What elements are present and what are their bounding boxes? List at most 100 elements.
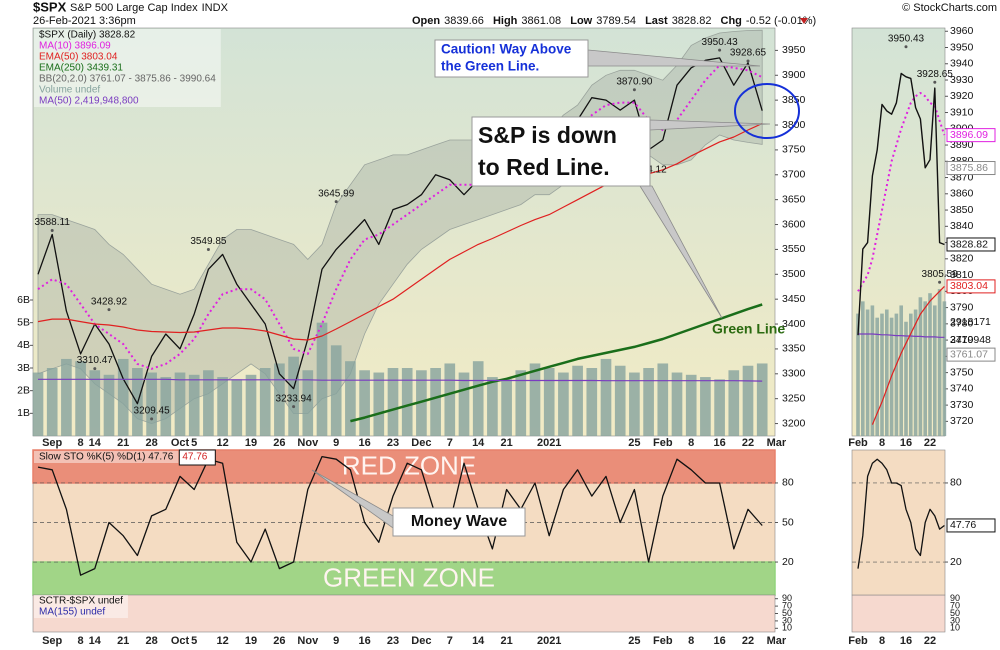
x-tick-label: 2021	[537, 635, 561, 647]
series-line	[857, 72, 945, 336]
volume-bar	[529, 363, 541, 436]
value-tag	[946, 279, 996, 294]
x-tick-label: 12	[216, 437, 228, 449]
y-tick-label: 3550	[782, 243, 806, 255]
point-marker	[933, 80, 937, 84]
legend-background	[34, 451, 179, 463]
volume-bar	[657, 363, 669, 436]
plot-area: 3200 3250 3300 3350 3400 3450 3500 3550 3600 3650…	[17, 25, 996, 647]
y-tick-label: 3200	[782, 417, 806, 429]
y-tick-label: 50	[782, 608, 792, 618]
point-label: 3928.65	[917, 69, 954, 80]
series-line	[871, 285, 945, 425]
date: 26-Feb-2021 3:36pm	[33, 15, 136, 27]
y-tick-label: 3850	[950, 204, 974, 216]
quote-value: 3828.82	[672, 15, 712, 27]
x-tick-label: 7	[447, 635, 453, 647]
x-tick-label: 7	[447, 437, 453, 449]
y-tick-label: 10	[950, 623, 960, 633]
panel-background	[851, 594, 946, 633]
quote-value: 3789.54	[596, 15, 636, 27]
volume-bar	[865, 309, 870, 436]
volume-bar	[685, 374, 697, 436]
series-line	[350, 303, 763, 423]
y-tick-label: 3790	[950, 301, 974, 313]
panel-background	[32, 594, 776, 633]
volume-bar	[586, 368, 598, 436]
quote-label: Low	[570, 15, 592, 27]
y-tick-label: 3950	[950, 41, 974, 53]
y-tick-label: 3770	[950, 334, 974, 346]
x-tick-label: 14	[89, 635, 102, 647]
volume-bar	[756, 363, 768, 436]
zone-label: RED ZONE	[342, 450, 476, 480]
series-line	[858, 333, 945, 338]
y-tick-label: 70	[782, 600, 792, 610]
volume-bar	[274, 363, 285, 436]
quote-label: Last	[645, 15, 668, 27]
value-tag-label: 3896.09	[950, 129, 988, 141]
volume-bar	[245, 374, 257, 436]
volume-bar	[401, 368, 413, 436]
volume-bar	[671, 372, 683, 436]
volume-bar	[875, 317, 879, 436]
volume-bar	[160, 377, 172, 436]
legend-background	[34, 595, 128, 618]
x-tick-label: Feb	[848, 437, 868, 449]
point-label: 3805.59	[922, 269, 959, 280]
x-tick-label: Mar	[767, 437, 787, 449]
volume-bar	[899, 305, 903, 436]
volume-bar	[629, 372, 640, 436]
quote-value: 3861.08	[521, 15, 561, 27]
x-tick-label: Feb	[653, 635, 673, 647]
volume-bar	[880, 313, 884, 436]
y-tick-label: 50	[782, 516, 794, 528]
volume-bar	[572, 365, 583, 436]
x-tick-label: Oct	[171, 437, 190, 449]
x-tick-label: 22	[924, 437, 936, 449]
x-tick-label: 23	[387, 635, 399, 647]
point-marker	[718, 48, 722, 52]
x-tick-label: 21	[500, 437, 512, 449]
x-tick-label: 14	[472, 437, 485, 449]
legend-entry: MA(50) 2,419,948,800	[39, 96, 139, 107]
point-label: 3310.47	[77, 355, 114, 366]
volume-bar	[942, 301, 947, 436]
down-text: S&P is down	[478, 122, 617, 148]
point-label: 3588.11	[34, 217, 70, 228]
exchange: INDX	[202, 2, 229, 14]
legend-value: 47.76	[182, 452, 207, 463]
legend-entry: MA(10) 3896.09	[39, 41, 111, 52]
quote-label: Chg	[721, 15, 742, 27]
y-tick-label: 3750	[782, 144, 806, 156]
x-tick-label: 5	[191, 437, 197, 449]
volume-bar	[928, 293, 932, 436]
y2-tick-label: 6B	[17, 294, 30, 306]
volume-bar	[373, 372, 385, 436]
point-marker	[938, 280, 942, 284]
x-tick-label: Dec	[411, 437, 431, 449]
legend-entry: EMA(50) 3803.04	[39, 52, 118, 63]
y-tick-label: 80	[782, 477, 794, 489]
volume-bar	[203, 370, 214, 436]
volume-bar	[430, 368, 441, 436]
y-tick-label: 90	[950, 593, 960, 603]
y2-tick-label: 3B	[17, 362, 30, 374]
volume-tag: 2419948	[950, 334, 991, 346]
volume-bar	[614, 365, 626, 436]
volume-bar	[75, 361, 86, 436]
volume-bar	[937, 289, 942, 436]
volume-bar	[288, 356, 299, 436]
series-line	[857, 92, 946, 292]
x-tick-label: 12	[216, 635, 228, 647]
x-tick-label: 21	[117, 635, 129, 647]
y-tick-label: 3820	[950, 253, 974, 265]
volume-bar	[302, 370, 314, 436]
point-label: 3870.90	[616, 76, 653, 87]
legend-entry: EMA(250) 3439.31	[39, 63, 123, 74]
volume-bar	[558, 372, 569, 436]
x-tick-label: 16	[713, 635, 725, 647]
x-tick-label: 21	[500, 635, 512, 647]
quote-label: Open	[412, 15, 440, 27]
volume-bar	[316, 322, 328, 436]
